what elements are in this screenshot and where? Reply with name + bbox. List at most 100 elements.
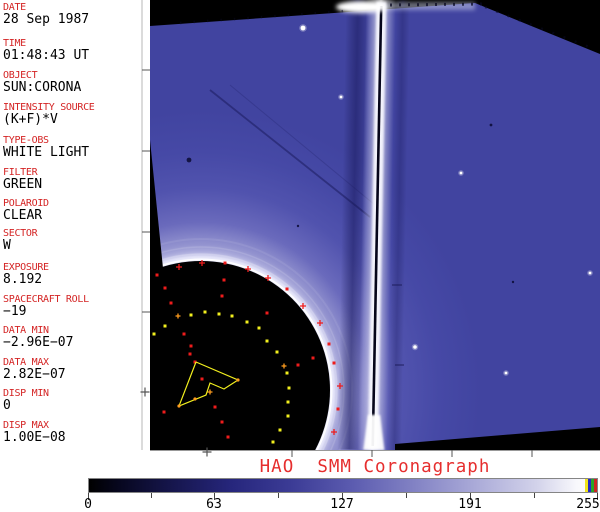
meta-field: TYPE-OBS WHITE LIGHT bbox=[3, 135, 89, 160]
meta-field: INTENSITY SOURCE (K+F)*V bbox=[3, 102, 95, 127]
meta-field-value: WHITE LIGHT bbox=[3, 145, 90, 160]
meta-field-label: TIME bbox=[3, 38, 26, 49]
occulting-disk bbox=[150, 261, 330, 450]
meta-field-value: 2.82E−07 bbox=[3, 367, 66, 382]
frame-corner-wedge bbox=[395, 427, 600, 450]
meta-field-label: FILTER bbox=[3, 167, 38, 178]
yellow-square-marker bbox=[203, 310, 207, 314]
red-square-marker bbox=[220, 420, 224, 424]
star-point bbox=[413, 345, 417, 349]
meta-field-value: (K+F)*V bbox=[3, 112, 58, 127]
colorbar-reserved-color-stripe bbox=[585, 479, 588, 492]
red-square-marker bbox=[189, 344, 193, 348]
meta-field-value: 01:48:43 UT bbox=[3, 48, 90, 63]
orange-vertex-dot bbox=[193, 397, 197, 401]
colorbar: 0 63 127 191 255 bbox=[84, 478, 600, 512]
red-square-marker bbox=[223, 261, 227, 265]
meta-field-value: 28 Sep 1987 bbox=[3, 12, 90, 27]
meta-field-value: 0 bbox=[3, 398, 11, 413]
meta-field-value: GREEN bbox=[3, 177, 43, 192]
red-square-marker bbox=[285, 287, 289, 291]
axis-ticks bbox=[140, 69, 533, 457]
star-point bbox=[300, 25, 306, 31]
red-cross-marker bbox=[337, 383, 343, 389]
red-square-marker bbox=[220, 294, 224, 298]
meta-field: OBJECT SUN:CORONA bbox=[3, 70, 81, 95]
meta-field-value: 1.00E−08 bbox=[3, 430, 66, 445]
colorbar-tick-label: 63 bbox=[206, 497, 222, 512]
occulter-rim bbox=[150, 258, 333, 450]
meta-field: DATA MAX 2.82E−07 bbox=[3, 357, 66, 382]
meta-field: SPACECRAFT ROLL −19 bbox=[3, 294, 89, 319]
red-square-marker bbox=[188, 352, 192, 356]
meta-field-value: SUN:CORONA bbox=[3, 80, 82, 95]
red-square-marker bbox=[311, 356, 315, 360]
meta-field-value: −2.96E−07 bbox=[3, 335, 74, 350]
star-point bbox=[504, 371, 508, 375]
red-square-marker bbox=[155, 273, 159, 277]
red-cross-marker bbox=[176, 264, 182, 270]
colorbar-minor-tick bbox=[534, 493, 535, 498]
meta-field: DISP MIN 0 bbox=[3, 388, 49, 413]
red-cross-marker bbox=[245, 266, 251, 272]
red-square-marker bbox=[200, 377, 204, 381]
yellow-square-marker bbox=[189, 313, 193, 317]
colorbar-reserved-color-stripe bbox=[591, 479, 594, 492]
red-square-marker bbox=[265, 311, 269, 315]
colorbar-reserved-color-stripe bbox=[594, 479, 597, 492]
red-cross-marker bbox=[300, 303, 306, 309]
coronagraph-image bbox=[140, 0, 600, 457]
red-square-marker bbox=[163, 286, 167, 290]
colorbar-reserved-color-stripe bbox=[588, 479, 591, 492]
red-square-marker bbox=[169, 301, 173, 305]
star-point bbox=[339, 95, 343, 99]
polygon-vertex-dots bbox=[177, 378, 240, 408]
top-light-band bbox=[387, 2, 475, 10]
dark-speck bbox=[186, 157, 192, 163]
colorbar-major-tick bbox=[88, 493, 89, 500]
meta-field-label: DISP MIN bbox=[3, 388, 49, 399]
colorbar-tick-label: 127 bbox=[330, 497, 354, 512]
dark-specks bbox=[186, 123, 515, 284]
meta-field-label: DISP MAX bbox=[3, 420, 49, 431]
frame-edge-artifacts bbox=[179, 2, 593, 50]
yellow-square-marker bbox=[286, 400, 290, 404]
meta-field-value: CLEAR bbox=[3, 208, 43, 223]
red-square-marker bbox=[213, 405, 217, 409]
meta-field-value: −19 bbox=[3, 304, 27, 319]
red-square-marker bbox=[327, 342, 331, 346]
star-points bbox=[299, 24, 593, 376]
meta-field-value: W bbox=[3, 238, 11, 253]
yellow-square-marker bbox=[287, 386, 291, 390]
colorbar-minor-tick bbox=[151, 493, 152, 498]
meta-field: DISP MAX 1.00E−08 bbox=[3, 420, 66, 445]
yellow-square-marker bbox=[265, 339, 269, 343]
meta-field: EXPOSURE 8.192 bbox=[3, 262, 49, 287]
occulter-rim-glow bbox=[150, 255, 336, 450]
colorbar-major-tick bbox=[214, 493, 215, 500]
meta-field: SECTOR W bbox=[3, 228, 38, 253]
colorbar-tick-label: 191 bbox=[458, 497, 482, 512]
colorbar-minor-tick bbox=[278, 493, 279, 498]
meta-field: FILTER GREEN bbox=[3, 167, 42, 192]
meta-field: TIME 01:48:43 UT bbox=[3, 38, 89, 63]
yellow-square-marker bbox=[245, 320, 249, 324]
meta-field: DATA MIN −2.96E−07 bbox=[3, 325, 73, 350]
red-square-marker bbox=[182, 332, 186, 336]
pylon-top-flare bbox=[336, 1, 388, 13]
orange-vertex-dot bbox=[177, 404, 181, 408]
colorbar-major-tick bbox=[470, 493, 471, 500]
red-square-marker bbox=[222, 278, 226, 282]
yellow-square-marker bbox=[163, 324, 167, 328]
sun-center-cross bbox=[140, 387, 150, 397]
red-square-marker bbox=[296, 363, 300, 367]
orange-vertex-dot bbox=[236, 378, 240, 382]
dark-speck bbox=[489, 123, 493, 127]
colorbar-major-tick bbox=[597, 493, 598, 500]
red-square-marker bbox=[226, 435, 230, 439]
yellow-square-marker bbox=[285, 371, 289, 375]
colorbar-major-tick bbox=[342, 493, 343, 500]
colorbar-gradient bbox=[88, 478, 598, 493]
meta-field-label: INTENSITY SOURCE bbox=[3, 102, 95, 113]
star-point bbox=[459, 171, 463, 175]
